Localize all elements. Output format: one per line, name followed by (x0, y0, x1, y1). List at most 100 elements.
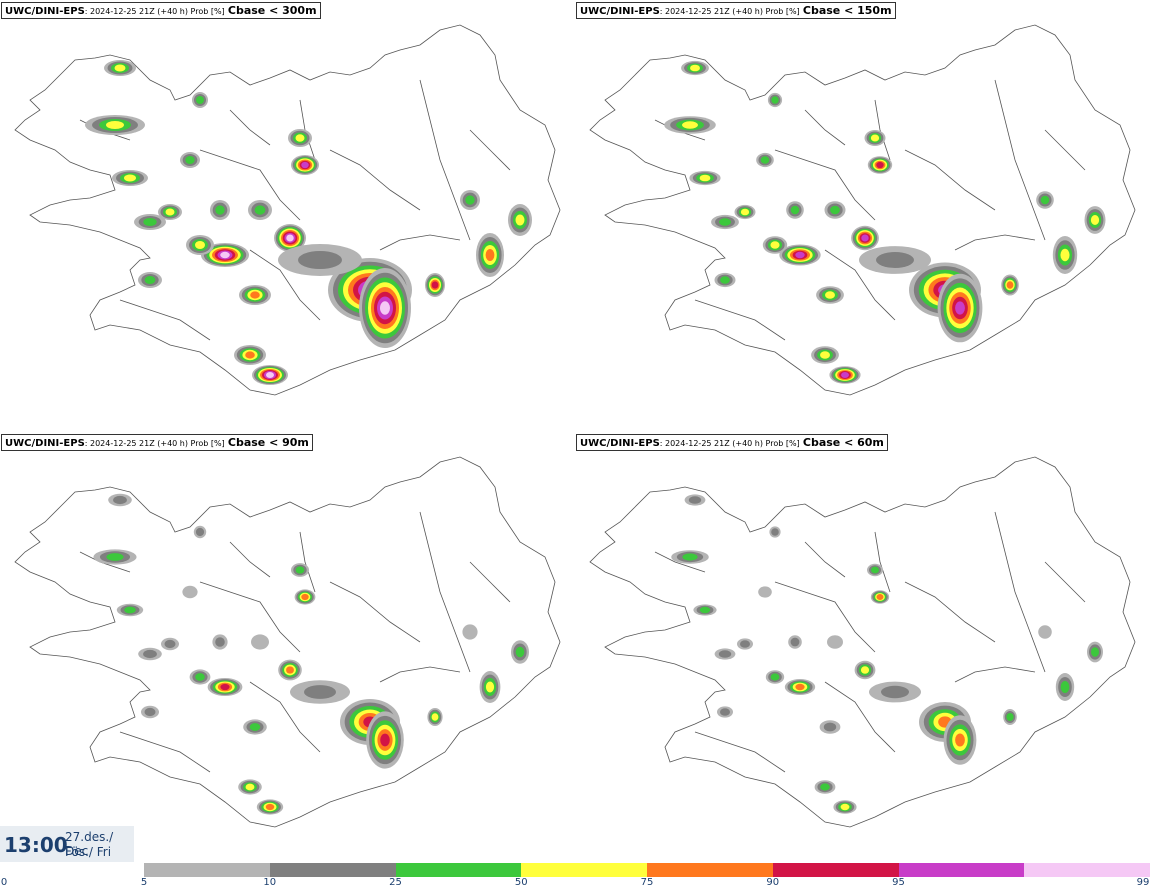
panel-title: UWC/DINI-EPS: 2024-12-25 21Z (+40 h) Pro… (1, 2, 321, 19)
probability-area (215, 637, 225, 647)
probability-area (740, 640, 750, 648)
probability-area (185, 156, 195, 164)
time-day: Fös./ Fri (65, 845, 112, 859)
color-bar-segment (144, 863, 271, 877)
probability-area (720, 708, 730, 716)
color-bar-tick-label: 5 (140, 877, 148, 888)
probability-area (286, 666, 294, 674)
probability-area (740, 208, 750, 216)
probability-area (220, 251, 230, 259)
probability-area (485, 249, 495, 261)
iceland-map (589, 456, 1136, 828)
probability-area (143, 649, 157, 659)
color-bar-tick-label: 25 (389, 877, 402, 888)
probability-area (113, 495, 127, 505)
probability-area (165, 208, 175, 216)
probability-area (876, 161, 884, 169)
color-bar (144, 863, 1150, 877)
color-bar-tick-label: 50 (514, 877, 528, 888)
probability-area (1006, 281, 1014, 289)
color-bar-segment (898, 863, 1025, 877)
probability-area (220, 683, 230, 691)
probability-area (840, 803, 850, 811)
probability-area (195, 527, 205, 537)
probability-area (955, 733, 965, 747)
panel-title: UWC/DINI-EPS: 2024-12-25 21Z (+40 h) Pro… (576, 2, 896, 19)
probability-area (860, 666, 870, 674)
probability-area (688, 496, 702, 504)
iceland-map (14, 24, 561, 396)
probability-area (124, 174, 136, 182)
probability-area (301, 593, 309, 601)
color-bar-ticks: 0 5 10 25 50 75 90 95 99 (0, 877, 1150, 891)
probability-area (515, 646, 525, 658)
probability-area (790, 205, 800, 215)
color-bar-tick-label: 0 (0, 877, 8, 888)
probability-area (196, 96, 204, 104)
probability-area (515, 214, 525, 226)
probability-area (719, 218, 731, 226)
probability-area (266, 372, 274, 378)
probability-area (164, 639, 176, 649)
color-bar-segment (521, 863, 648, 877)
probability-area (718, 650, 732, 658)
probability-area (1060, 681, 1070, 693)
probability-area (245, 783, 255, 791)
panel-title: UWC/DINI-EPS: 2024-12-25 21Z (+40 h) Pro… (1, 434, 313, 451)
probability-area (690, 64, 700, 72)
probability-area (298, 251, 342, 269)
time-clock: 13:00 (4, 833, 68, 857)
probability-area (699, 174, 711, 182)
probability-area (380, 301, 390, 315)
probability-area (144, 707, 156, 717)
probability-area (876, 594, 884, 600)
color-bar-tick-label: 90 (766, 877, 780, 888)
probability-area (758, 586, 772, 598)
probability-area (760, 156, 770, 164)
probability-area (144, 276, 156, 284)
probability-area (380, 733, 390, 747)
probability-area (254, 205, 266, 215)
map-panel-300m: UWC/DINI-EPS: 2024-12-25 21Z (+40 h) Pro… (0, 0, 575, 430)
probability-area (1006, 713, 1014, 721)
probability-area (249, 723, 261, 731)
color-bar-tick-label: 10 (263, 877, 277, 888)
probability-area (215, 205, 225, 215)
probability-area (699, 606, 711, 614)
probability-area (770, 673, 780, 681)
probability-area (820, 783, 830, 791)
probability-area (720, 276, 730, 284)
probability-area (771, 528, 779, 536)
probability-area (286, 234, 294, 242)
probability-area (295, 134, 305, 142)
map-panel-150m: UWC/DINI-EPS: 2024-12-25 21Z (+40 h) Pro… (575, 0, 1150, 430)
probability-area (182, 585, 198, 599)
time-date: 27.des./ Dec (65, 830, 114, 858)
probability-area (825, 291, 835, 299)
panel-title: UWC/DINI-EPS: 2024-12-25 21Z (+40 h) Pro… (576, 434, 888, 451)
probability-area (820, 351, 830, 359)
probability-area (114, 64, 126, 72)
probability-area (295, 566, 305, 574)
probability-area (1038, 625, 1052, 639)
probability-area (250, 291, 260, 299)
probability-area (251, 634, 269, 650)
iceland-map (14, 456, 561, 828)
probability-area (790, 637, 800, 647)
probability-area (1040, 195, 1050, 205)
map-panel-60m: UWC/DINI-EPS: 2024-12-25 21Z (+40 h) Pro… (575, 432, 1150, 862)
color-bar-segment (395, 863, 522, 877)
probability-area (830, 205, 840, 215)
iceland-map (589, 24, 1136, 396)
probability-area (876, 252, 914, 268)
probability-area (823, 722, 837, 732)
probability-area (870, 134, 880, 142)
color-bar-segment (772, 863, 899, 877)
probability-area (195, 673, 205, 681)
probability-area (485, 681, 495, 693)
probability-area (301, 161, 309, 169)
color-bar-segment (647, 863, 774, 877)
probability-area (871, 566, 879, 574)
probability-area (106, 121, 124, 129)
map-panel-90m: UWC/DINI-EPS: 2024-12-25 21Z (+40 h) Pro… (0, 432, 575, 862)
